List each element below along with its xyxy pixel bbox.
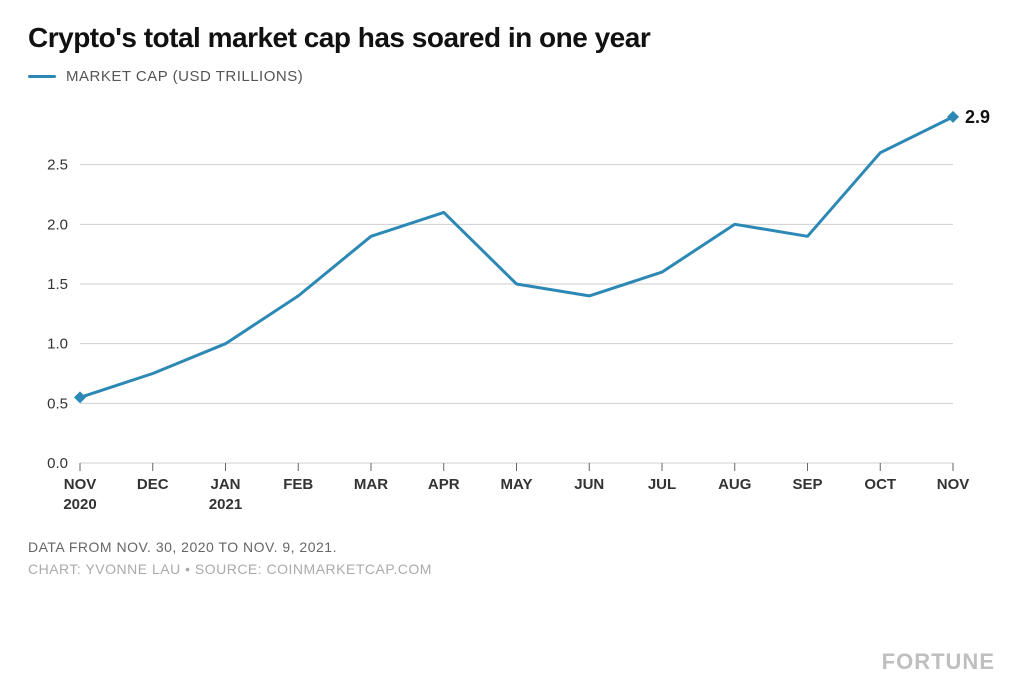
end-point-label: 2.9: [965, 107, 990, 127]
y-tick-label: 0.5: [47, 395, 68, 412]
x-tick-label: NOV: [937, 476, 970, 493]
y-tick-label: 2.0: [47, 216, 68, 233]
x-tick-label: MAY: [501, 476, 533, 493]
x-tick-label: NOV: [64, 476, 97, 493]
x-tick-label: JUN: [574, 476, 604, 493]
chart-title: Crypto's total market cap has soared in …: [28, 22, 995, 54]
x-tick-label: JAN: [210, 476, 240, 493]
legend: MARKET CAP (USD TRILLIONS): [28, 68, 995, 85]
series-line: [80, 117, 953, 398]
legend-swatch: [28, 75, 56, 78]
chart-footer: DATA FROM NOV. 30, 2020 TO NOV. 9, 2021.…: [0, 525, 1023, 577]
x-tick-label: APR: [428, 476, 460, 493]
publisher-logo: FORTUNE: [882, 649, 995, 675]
footer-note: DATA FROM NOV. 30, 2020 TO NOV. 9, 2021.: [28, 539, 995, 555]
y-tick-label: 1.5: [47, 276, 68, 293]
x-tick-label: OCT: [864, 476, 896, 493]
plot-area: 0.0 0.5 1.0 1.5 2.0 2.5 NOV 2020 DEC JAN 2021 FEB MA…: [28, 95, 995, 525]
legend-label: MARKET CAP (USD TRILLIONS): [66, 68, 303, 85]
y-tick-label: 1.0: [47, 336, 68, 353]
y-tick-label: 0.0: [47, 455, 68, 472]
chart-container: Crypto's total market cap has soared in …: [0, 0, 1023, 525]
x-tick-label: JUL: [648, 476, 676, 493]
line-chart-svg: 0.0 0.5 1.0 1.5 2.0 2.5 NOV 2020 DEC JAN 2021 FEB MA…: [28, 95, 993, 525]
x-tick-label: SEP: [792, 476, 822, 493]
x-tick-label: MAR: [354, 476, 388, 493]
x-tick-label: FEB: [283, 476, 313, 493]
series-marker: [947, 111, 959, 123]
y-tick-label: 2.5: [47, 157, 68, 174]
x-tick-label: AUG: [718, 476, 751, 493]
x-tick-year-label: 2020: [63, 496, 96, 513]
x-tick-label: DEC: [137, 476, 169, 493]
footer-credit: CHART: YVONNE LAU • SOURCE: COINMARKETCA…: [28, 561, 995, 577]
series-marker: [74, 391, 86, 403]
x-tick-year-label: 2021: [209, 496, 242, 513]
